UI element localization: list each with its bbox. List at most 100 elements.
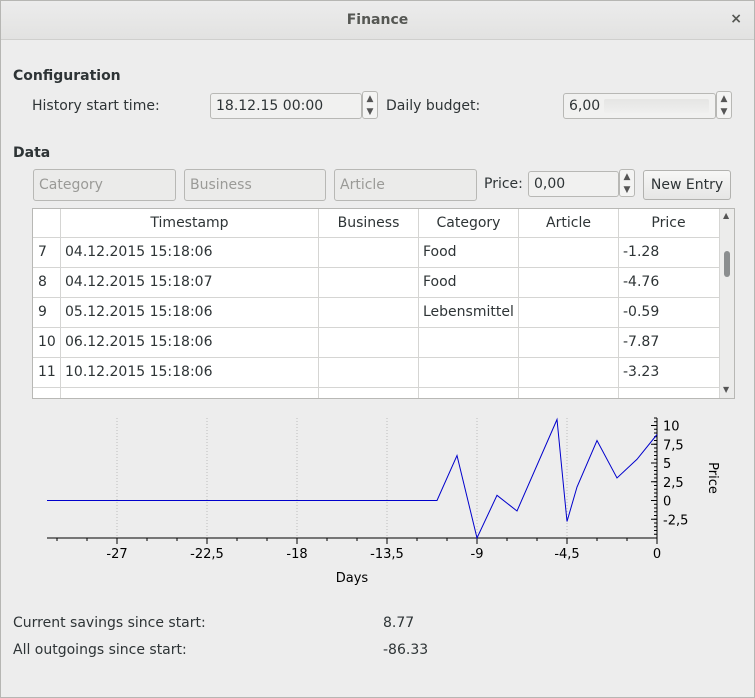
empty-cell: [33, 387, 61, 398]
new-entry-button[interactable]: New Entry: [643, 170, 731, 200]
price-series-line: [47, 417, 658, 540]
category-cell: [419, 357, 519, 387]
row-number: 11: [33, 357, 61, 387]
category-cell: Food: [419, 267, 519, 297]
spin-down-icon[interactable]: ▼: [720, 107, 728, 117]
window-title: Finance: [346, 12, 409, 28]
article-cell: [519, 357, 619, 387]
article-cell: [519, 237, 619, 267]
empty-cell: [61, 387, 319, 398]
savings-label: Current savings since start:: [13, 615, 206, 631]
x-tick-label: 0: [653, 547, 661, 562]
business-cell: [319, 357, 419, 387]
business-cell: [319, 237, 419, 267]
y-axis-label: Price: [705, 462, 720, 494]
business-cell: [319, 297, 419, 327]
row-number: 10: [33, 327, 61, 357]
x-tick-label: -9: [471, 547, 484, 562]
table-row-partial: [33, 387, 719, 398]
data-heading: Data: [13, 145, 51, 161]
spin-up-icon[interactable]: ▲: [366, 94, 374, 104]
table-row[interactable]: 8 04.12.2015 15:18:07 Food -4.76: [33, 267, 719, 298]
empty-cell: [419, 387, 519, 398]
category-cell: [419, 327, 519, 357]
row-number: 7: [33, 237, 61, 267]
row-number: 8: [33, 267, 61, 297]
spin-down-icon[interactable]: ▼: [366, 107, 374, 117]
category-placeholder: Category: [39, 177, 103, 193]
daily-budget-value: 6,00: [569, 98, 601, 114]
price-cell: -7.87: [623, 334, 660, 350]
entries-table: Timestamp Business Category Article Pric…: [32, 208, 735, 399]
price-cell: -0.59: [623, 304, 660, 320]
timestamp-cell: 05.12.2015 15:18:06: [61, 297, 319, 327]
column-header-timestamp[interactable]: Timestamp: [61, 209, 319, 237]
y-tick-label: 5: [663, 457, 671, 472]
price-cell: -1.28: [623, 244, 660, 260]
title-bar: Finance ×: [1, 1, 754, 40]
timestamp-cell: 10.12.2015 15:18:06: [61, 357, 319, 387]
empty-cell: [519, 387, 619, 398]
price-chart: -27 -22,5 -18 -13,5 -9 -4,5 0 10 7,5 5 2,5 0 -2,5 Day…: [47, 417, 720, 586]
timestamp-cell: 04.12.2015 15:18:06: [61, 237, 319, 267]
article-cell: [519, 327, 619, 357]
price-value: 0,00: [534, 176, 566, 192]
article-cell: [519, 267, 619, 297]
spin-up-icon[interactable]: ▲: [720, 94, 728, 104]
price-spinner[interactable]: ▲ ▼: [619, 169, 635, 197]
x-tick-label: -4,5: [554, 547, 579, 562]
table-row[interactable]: 7 04.12.2015 15:18:06 Food -1.28: [33, 237, 719, 268]
table-header: Timestamp Business Category Article Pric…: [33, 209, 719, 238]
table-row[interactable]: 10 06.12.2015 15:18:06 -7.87: [33, 327, 719, 358]
spin-up-icon[interactable]: ▲: [623, 172, 631, 182]
column-header-business[interactable]: Business: [319, 209, 419, 237]
scrollbar-thumb[interactable]: [724, 251, 730, 277]
table-scrollbar[interactable]: ▲ ▼: [719, 209, 734, 398]
price-cell: -3.23: [623, 364, 660, 380]
business-cell: [319, 267, 419, 297]
column-header-article[interactable]: Article: [519, 209, 619, 237]
x-axis-label: Days: [336, 571, 369, 586]
y-tick-label: 7,5: [663, 438, 684, 453]
table-row[interactable]: 11 10.12.2015 15:18:06 -3.23: [33, 357, 719, 388]
price-input[interactable]: 0,00: [528, 171, 619, 197]
daily-budget-shade: [604, 99, 709, 113]
history-start-value: 18.12.15 00:00: [216, 98, 324, 114]
empty-cell: [319, 387, 419, 398]
y-tick-label: 10: [663, 420, 680, 435]
row-number: 9: [33, 297, 61, 327]
business-placeholder: Business: [190, 177, 252, 193]
article-cell: [519, 297, 619, 327]
timestamp-cell: 04.12.2015 15:18:07: [61, 267, 319, 297]
y-tick-label: 0: [663, 495, 671, 510]
article-input[interactable]: Article: [334, 169, 477, 201]
daily-budget-spinner[interactable]: ▲ ▼: [716, 91, 732, 119]
y-tick-label: 2,5: [663, 476, 684, 491]
savings-value: 8.77: [383, 615, 415, 631]
column-header-category[interactable]: Category: [419, 209, 519, 237]
x-tick-label: -27: [106, 547, 127, 562]
scroll-down-icon[interactable]: ▼: [723, 385, 730, 394]
daily-budget-label: Daily budget:: [386, 98, 481, 114]
category-input[interactable]: Category: [33, 169, 176, 201]
spin-down-icon[interactable]: ▼: [623, 185, 631, 195]
history-start-input[interactable]: 18.12.15 00:00: [210, 93, 362, 119]
x-tick-label: -22,5: [190, 547, 224, 562]
daily-budget-input[interactable]: 6,00: [563, 93, 716, 119]
business-input[interactable]: Business: [184, 169, 326, 201]
article-placeholder: Article: [340, 177, 385, 193]
close-icon[interactable]: ×: [730, 11, 742, 27]
price-label: Price:: [484, 176, 523, 192]
scroll-up-icon[interactable]: ▲: [723, 211, 730, 220]
table-row[interactable]: 9 05.12.2015 15:18:06 Lebensmittel -0.59: [33, 297, 719, 328]
empty-cell: [619, 387, 719, 398]
timestamp-cell: 06.12.2015 15:18:06: [61, 327, 319, 357]
outgoings-value: -86.33: [383, 642, 429, 658]
category-cell: Food: [419, 237, 519, 267]
history-start-label: History start time:: [32, 98, 160, 114]
x-tick-label: -13,5: [370, 547, 404, 562]
column-header-price[interactable]: Price: [651, 215, 686, 231]
history-start-spinner[interactable]: ▲ ▼: [362, 91, 378, 119]
configuration-heading: Configuration: [13, 68, 121, 84]
category-cell: Lebensmittel: [419, 297, 519, 327]
